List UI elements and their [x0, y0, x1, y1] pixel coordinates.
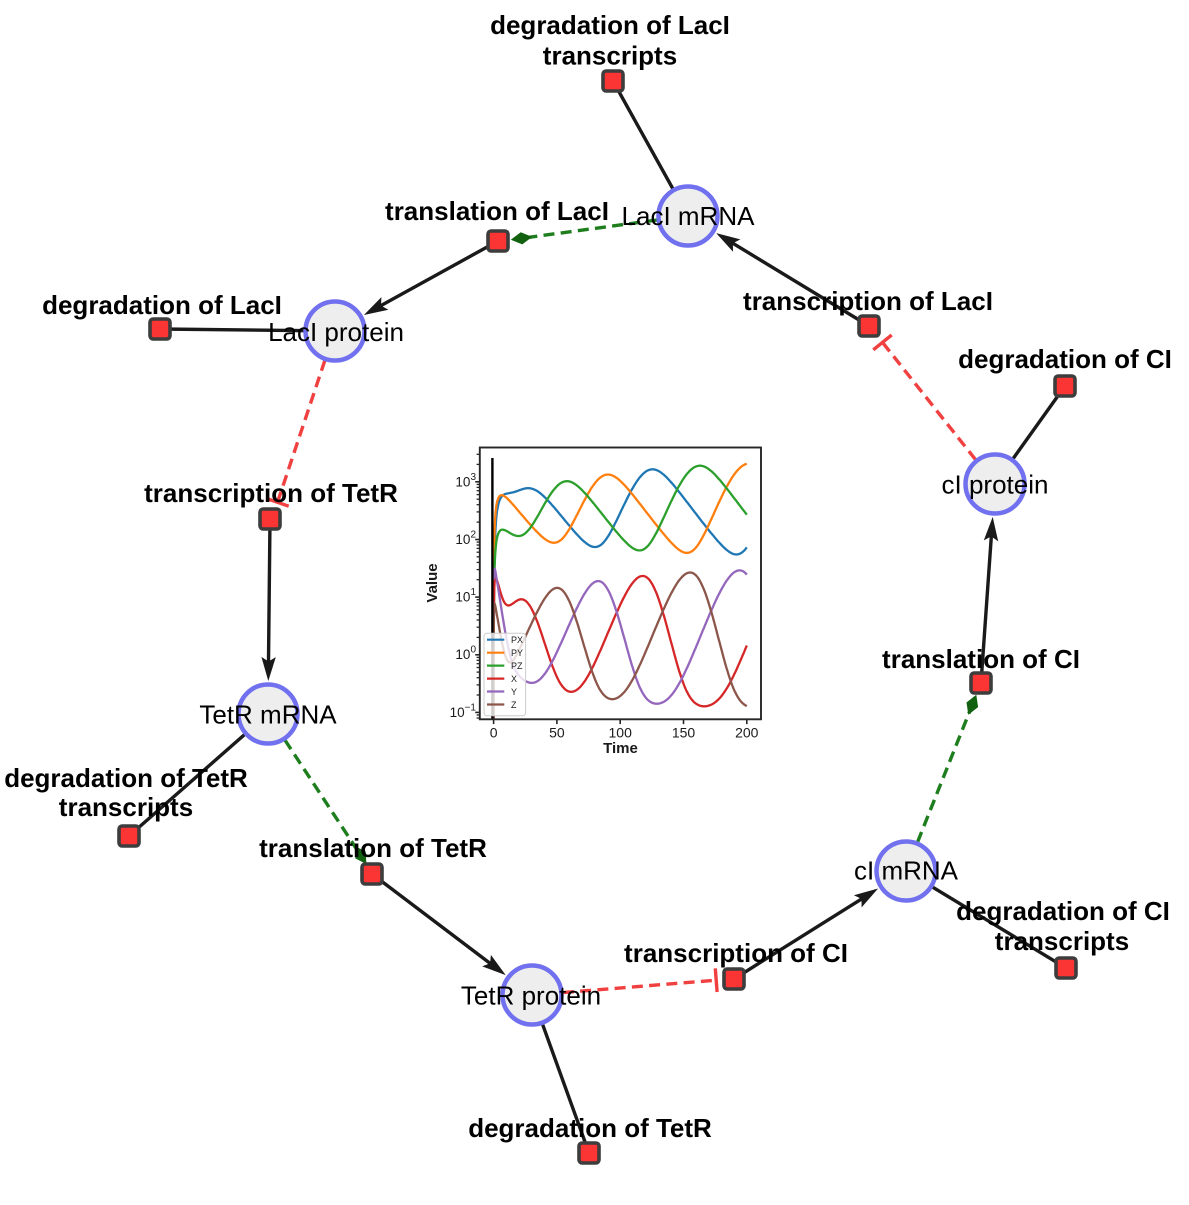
svg-text:150: 150 — [672, 725, 696, 741]
svg-text:PZ: PZ — [511, 661, 523, 671]
svg-text:PY: PY — [511, 648, 523, 658]
svg-text:Value: Value — [424, 563, 441, 602]
svg-text:100: 100 — [609, 725, 633, 741]
svg-text:Time: Time — [603, 740, 638, 757]
svg-text:50: 50 — [549, 725, 565, 741]
svg-text:degradation of TetR: degradation of TetR — [468, 1113, 712, 1143]
svg-text:200: 200 — [735, 725, 759, 741]
svg-text:0: 0 — [490, 725, 498, 741]
svg-text:transcription of TetR: transcription of TetR — [144, 478, 398, 508]
svg-text:transcripts: transcripts — [995, 926, 1129, 956]
svg-text:translation of LacI: translation of LacI — [385, 196, 609, 226]
svg-text:TetR protein: TetR protein — [461, 981, 601, 1011]
svg-text:LacI mRNA: LacI mRNA — [622, 201, 756, 231]
svg-text:degradation of CI: degradation of CI — [956, 896, 1170, 926]
svg-text:degradation of TetR: degradation of TetR — [4, 763, 248, 793]
svg-text:Z: Z — [511, 700, 517, 710]
svg-text:translation of TetR: translation of TetR — [259, 833, 487, 863]
svg-text:transcription of LacI: transcription of LacI — [743, 286, 993, 316]
svg-text:PX: PX — [511, 635, 523, 645]
svg-text:Y: Y — [511, 687, 517, 697]
svg-text:degradation of CI: degradation of CI — [958, 344, 1172, 374]
svg-text:transcription of CI: transcription of CI — [624, 938, 848, 968]
svg-text:degradation of LacI: degradation of LacI — [42, 290, 282, 320]
svg-text:LacI protein: LacI protein — [268, 317, 404, 347]
svg-text:cI protein: cI protein — [942, 470, 1049, 500]
svg-text:degradation of LacI: degradation of LacI — [490, 10, 730, 40]
svg-text:TetR mRNA: TetR mRNA — [199, 700, 337, 730]
svg-text:cI mRNA: cI mRNA — [854, 856, 959, 886]
svg-text:transcripts: transcripts — [59, 792, 193, 822]
svg-text:X: X — [511, 674, 517, 684]
svg-text:transcripts: transcripts — [543, 41, 677, 71]
svg-text:translation of CI: translation of CI — [882, 644, 1080, 674]
